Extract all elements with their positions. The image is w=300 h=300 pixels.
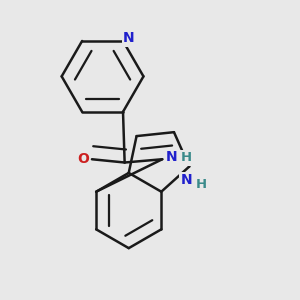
Text: H: H bbox=[196, 178, 207, 191]
Text: O: O bbox=[77, 152, 89, 166]
Text: N: N bbox=[181, 173, 193, 187]
Text: N: N bbox=[123, 32, 135, 45]
Text: H: H bbox=[180, 151, 191, 164]
Text: N: N bbox=[166, 150, 177, 164]
